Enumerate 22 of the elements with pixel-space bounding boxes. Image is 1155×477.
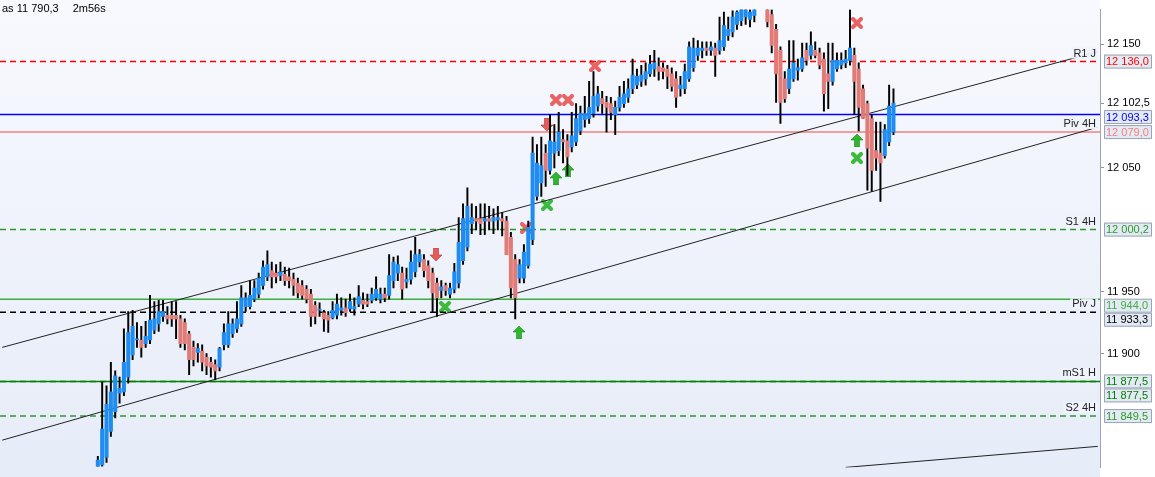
y-tick-label: 12 150 bbox=[1107, 37, 1141, 50]
annotation: 2m56s bbox=[72, 2, 107, 14]
annotation: S1 4H bbox=[1065, 214, 1097, 227]
y-tick-label: 11 950 bbox=[1107, 284, 1140, 297]
ref-line-label: 11 933,3 bbox=[1106, 313, 1149, 326]
y-tick-label: 12 102,5 bbox=[1107, 96, 1150, 109]
annotation: mS1 H bbox=[1062, 366, 1097, 379]
ref-line-label: 11 877,5 bbox=[1106, 374, 1149, 387]
ref-line-label: 11 849,5 bbox=[1106, 409, 1149, 422]
y-tick-label: 11 900 bbox=[1107, 346, 1140, 359]
ref-line-label: 12 136,0 bbox=[1106, 55, 1149, 68]
ref-line-label: 12 079,0 bbox=[1106, 125, 1149, 138]
annotation: S2 4H bbox=[1065, 401, 1097, 414]
ref-line-label: 11 877,5 bbox=[1106, 388, 1149, 401]
ref-line-label: 12 000,2 bbox=[1106, 223, 1149, 236]
annotation: Piv J bbox=[1072, 297, 1096, 310]
annotation: as 11 790,3 bbox=[2, 2, 59, 14]
ref-line-label: 11 944,0 bbox=[1106, 299, 1149, 312]
annotation: R1 J bbox=[1073, 46, 1096, 59]
ref-line-label: 12 093,3 bbox=[1106, 110, 1149, 123]
y-tick-label: 12 050 bbox=[1107, 161, 1141, 174]
annotation: Piv 4H bbox=[1063, 117, 1097, 130]
